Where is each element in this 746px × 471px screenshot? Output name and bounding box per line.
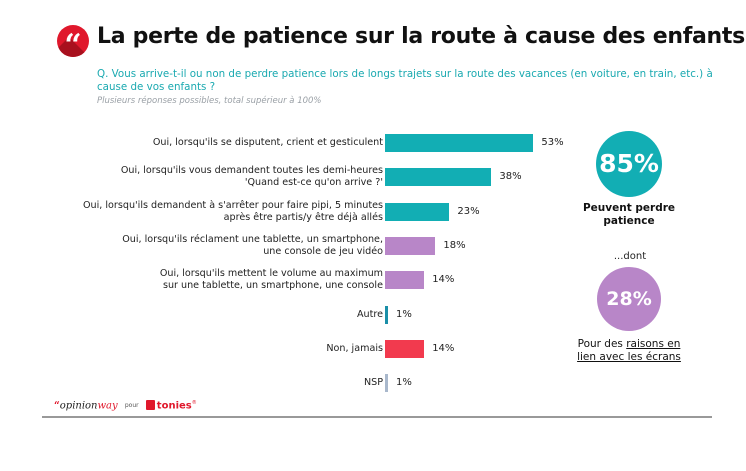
- footer-logos: “opinionway pour tonies®: [54, 400, 197, 411]
- screens-label-prefix: Pour des: [577, 338, 627, 350]
- total-label: Peuvent perdre patience: [582, 202, 676, 227]
- value-label: 1%: [396, 377, 412, 388]
- bar: [385, 340, 425, 358]
- value-label: 18%: [443, 240, 466, 251]
- screens-label-underlined: raisons en lien avec les écrans: [577, 338, 681, 363]
- registered-mark: ®: [191, 400, 197, 406]
- pour-text: pour: [124, 401, 139, 409]
- quote-icon: “: [57, 25, 89, 57]
- tonies-box-icon: [145, 400, 155, 411]
- category-label: Oui, lorsqu'ils réclament une tablette, …: [122, 234, 383, 258]
- category-label: Oui, lorsqu'ils demandent à s'arrêter po…: [83, 200, 383, 224]
- opinionway-logo-part2: way: [97, 400, 118, 412]
- survey-note: Plusieurs réponses possibles, total supé…: [97, 96, 322, 106]
- bar: [385, 203, 450, 221]
- bar: [385, 237, 436, 255]
- quote-glyph: “: [64, 28, 82, 57]
- category-label-line: Oui, lorsqu'ils demandent à s'arrêter po…: [83, 200, 383, 211]
- category-label-line: sur une tablette, un smartphone, une con…: [162, 280, 383, 291]
- category-label-line: Autre: [356, 309, 383, 320]
- bar: [385, 374, 388, 392]
- value-label: 23%: [457, 206, 480, 217]
- value-label: 14%: [432, 274, 455, 285]
- total-circle: 85%: [596, 131, 662, 197]
- bar: [385, 134, 534, 152]
- opinionway-logo-part1: opinion: [59, 400, 98, 412]
- category-label: NSP: [364, 377, 383, 389]
- category-label-line: Non, jamais: [326, 343, 383, 354]
- category-label: Oui, lorsqu'ils vous demandent toutes le…: [121, 165, 383, 189]
- opinionway-quote: “: [54, 400, 60, 412]
- value-label: 14%: [432, 343, 455, 354]
- category-label: Oui, lorsqu'ils mettent le volume au max…: [160, 268, 383, 292]
- category-label-line: Oui, lorsqu'ils réclament une tablette, …: [122, 234, 383, 245]
- page-title: La perte de patience sur la route à caus…: [97, 24, 745, 49]
- category-label-line: Oui, lorsqu'ils se disputent, crient et …: [152, 137, 383, 148]
- survey-question: Q. Vous arrive-t-il ou non de perdre pat…: [97, 68, 713, 93]
- category-label-line: Oui, lorsqu'ils vous demandent toutes le…: [120, 165, 383, 176]
- value-label: 38%: [499, 171, 522, 182]
- footer-divider: [42, 416, 712, 418]
- bar: [385, 168, 492, 186]
- tonies-logo: tonies: [156, 400, 192, 412]
- category-label: Autre: [357, 309, 383, 321]
- value-label: 1%: [396, 309, 412, 320]
- bar: [385, 306, 388, 324]
- category-label-line: Oui, lorsqu'ils mettent le volume au max…: [159, 268, 383, 279]
- category-label-line: 'Quand est-ce qu'on arrive ?': [244, 177, 383, 188]
- value-label: 53%: [541, 137, 564, 148]
- category-label: Oui, lorsqu'ils se disputent, crient et …: [153, 137, 383, 149]
- bar: [385, 271, 425, 289]
- dont-label: ...dont: [613, 251, 647, 262]
- category-label: Non, jamais: [326, 343, 383, 355]
- category-label-line: après être partis/y être déjà allés: [223, 212, 383, 223]
- screens-circle: 28%: [597, 267, 661, 331]
- screens-label: Pour des raisons en lien avec les écrans: [568, 338, 690, 364]
- category-label-line: NSP: [363, 377, 383, 388]
- category-label-line: une console de jeu vidéo: [263, 246, 383, 257]
